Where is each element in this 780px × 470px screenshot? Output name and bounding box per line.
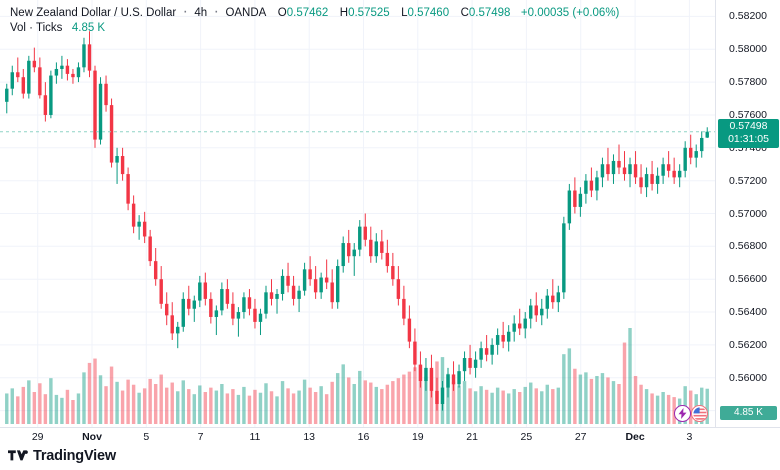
chart-plot-area[interactable] xyxy=(0,0,716,427)
time-axis-tick: 19 xyxy=(411,431,424,443)
price-axis-tick: 0.57600 xyxy=(729,109,767,121)
price-axis-tick: 0.58200 xyxy=(729,10,767,23)
tradingview-mark-icon xyxy=(8,449,28,460)
price-axis-tick: 0.56000 xyxy=(729,371,767,384)
time-axis-tick: 21 xyxy=(466,431,478,443)
current-price-badge[interactable]: 0.57498 01:31:05 xyxy=(718,118,779,148)
time-axis-tick: 16 xyxy=(357,431,370,443)
lightning-bolt-glyph xyxy=(678,408,687,419)
volume-value-badge[interactable]: 4.85 K xyxy=(720,406,777,420)
us-flag-glyph xyxy=(692,406,707,421)
time-axis-tick: 27 xyxy=(574,431,587,443)
current-price-line xyxy=(0,131,716,133)
bar-countdown: 01:31:05 xyxy=(728,132,769,145)
price-axis-tick: 0.56400 xyxy=(729,306,767,318)
time-axis-tick: 11 xyxy=(249,431,261,443)
time-axis-tick: 25 xyxy=(520,431,533,443)
chart-footer: TradingView xyxy=(0,448,780,470)
candlestick-series xyxy=(5,31,709,411)
tradingview-logo[interactable]: TradingView xyxy=(8,448,116,464)
price-axis-tick: 0.57800 xyxy=(729,76,767,89)
volume-bars xyxy=(5,328,709,424)
price-axis-tick: 0.58000 xyxy=(729,43,767,56)
economic-event-bolt-icon[interactable] xyxy=(674,405,691,422)
time-axis-tick: 3 xyxy=(686,431,693,443)
time-axis-tick: 13 xyxy=(303,431,316,443)
time-axis-tick: 7 xyxy=(197,431,204,443)
time-axis-tick: 5 xyxy=(143,431,150,443)
current-price-value: 0.57498 xyxy=(729,119,768,132)
price-axis-tick: 0.56600 xyxy=(729,273,767,286)
economic-event-usd-flag-icon[interactable] xyxy=(691,405,708,422)
price-axis-tick: 0.56200 xyxy=(729,338,767,351)
price-axis-tick: 0.57200 xyxy=(729,174,767,187)
tradingview-wordmark: TradingView xyxy=(33,448,116,464)
price-axis-tick: 0.56800 xyxy=(729,240,767,253)
time-axis-tick: Nov xyxy=(82,431,102,443)
price-axis-tick: 0.57000 xyxy=(729,207,767,220)
time-axis[interactable]: 29 Nov 5 7 11 13 16 19 21 25 27 Dec 3 xyxy=(0,427,780,450)
time-axis-tick: 29 xyxy=(31,431,44,443)
price-axis[interactable]: 0.58200 0.58000 0.57800 0.57600 0.57400 0.572… xyxy=(715,0,780,427)
time-axis-tick: Dec xyxy=(625,431,645,443)
